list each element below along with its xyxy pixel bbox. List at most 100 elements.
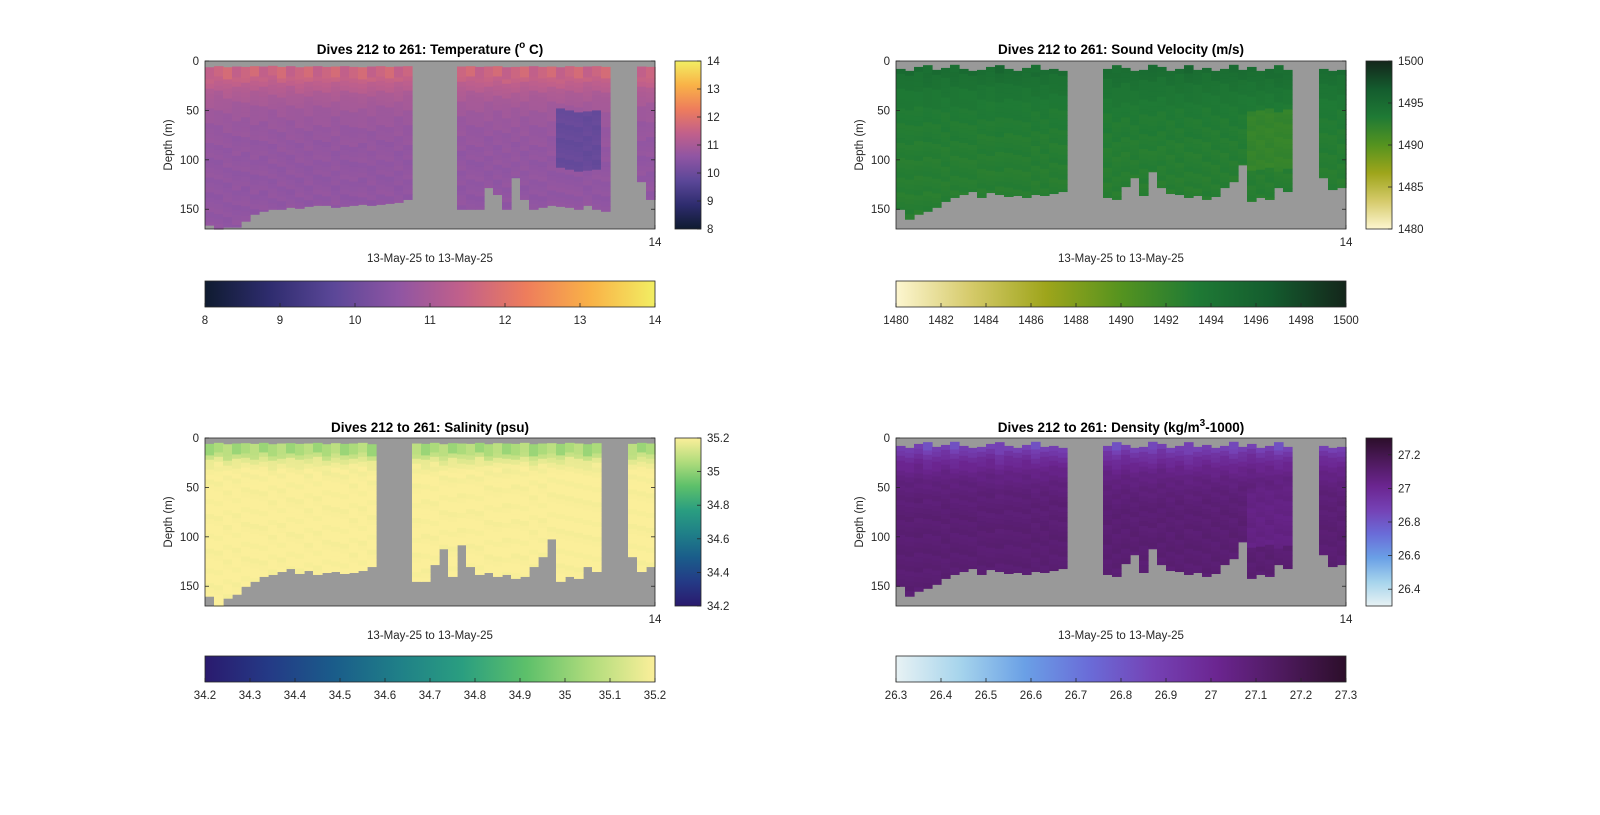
data-cell <box>241 522 251 528</box>
data-cell <box>358 177 368 184</box>
data-cell <box>502 187 512 194</box>
data-cell <box>304 175 314 182</box>
data-cell <box>313 110 323 116</box>
data-cell <box>286 551 296 558</box>
data-cell <box>1157 458 1167 465</box>
data-cell <box>502 463 512 470</box>
data-cell <box>896 68 906 75</box>
data-cell <box>1121 538 1131 545</box>
data-cell <box>376 149 386 156</box>
data-cell <box>223 167 233 174</box>
data-cell <box>986 493 996 499</box>
data-cell <box>1040 94 1050 101</box>
data-cell <box>358 501 368 507</box>
data-cell <box>286 194 296 200</box>
data-cell <box>259 200 269 206</box>
data-cell <box>1283 486 1293 492</box>
surface-cell <box>538 443 548 455</box>
data-cell <box>601 97 611 104</box>
data-cell <box>950 557 960 564</box>
data-cell <box>313 184 323 191</box>
data-cell <box>1283 496 1293 502</box>
data-cell <box>367 81 377 88</box>
data-cell <box>556 83 566 90</box>
data-cell <box>968 100 978 107</box>
data-cell <box>205 123 215 129</box>
data-cell <box>385 156 395 163</box>
data-cell <box>1013 497 1023 503</box>
data-cell <box>1175 539 1185 546</box>
data-cell <box>1004 68 1014 75</box>
data-cell <box>932 481 942 488</box>
data-cell <box>241 482 251 489</box>
data-cell <box>511 474 521 481</box>
data-cell <box>214 115 224 121</box>
data-cell <box>959 113 969 119</box>
data-cell <box>340 528 350 535</box>
data-cell <box>950 522 960 529</box>
data-cell <box>556 78 566 85</box>
data-cell <box>268 134 278 140</box>
data-cell <box>905 149 915 156</box>
data-cell <box>1184 514 1194 520</box>
data-cell <box>1184 82 1194 89</box>
data-cell <box>583 81 593 88</box>
data-cell <box>986 532 996 539</box>
data-cell <box>268 84 278 91</box>
data-cell <box>959 564 969 571</box>
data-cell <box>1184 181 1194 188</box>
data-cell <box>412 498 422 504</box>
data-cell <box>914 542 924 549</box>
data-cell <box>241 216 251 222</box>
data-cell <box>439 544 449 550</box>
data-cell <box>358 516 368 522</box>
data-cell <box>358 476 368 483</box>
data-cell <box>511 161 521 168</box>
data-cell <box>1121 107 1131 113</box>
data-cell <box>896 470 906 477</box>
data-cell <box>1148 150 1158 157</box>
data-cell <box>905 145 915 151</box>
data-cell <box>295 509 305 515</box>
data-cell <box>574 122 584 128</box>
data-cell <box>1256 174 1266 181</box>
data-cell <box>268 534 278 541</box>
data-cell <box>466 519 476 525</box>
data-cell <box>896 167 906 174</box>
data-cell <box>430 471 440 478</box>
data-cell <box>1058 507 1068 513</box>
data-cell <box>1022 514 1032 520</box>
data-cell <box>1121 77 1131 84</box>
data-cell <box>493 105 503 112</box>
data-cell <box>968 120 978 126</box>
data-cell <box>457 508 467 514</box>
colorbar-bottom-tick-label: 27 <box>1205 690 1218 702</box>
data-cell <box>493 517 503 523</box>
data-cell <box>1031 522 1041 529</box>
data-cell <box>977 476 987 483</box>
data-cell <box>1049 554 1059 561</box>
data-cell <box>250 573 260 579</box>
data-cell <box>358 560 368 567</box>
data-cell <box>259 466 269 473</box>
data-cell <box>313 476 323 483</box>
data-cell <box>385 176 395 183</box>
data-cell <box>986 478 996 485</box>
data-cell <box>241 102 251 109</box>
data-cell <box>1112 509 1122 515</box>
data-cell <box>529 154 539 161</box>
surface-cell <box>286 66 296 77</box>
data-cell <box>394 150 404 157</box>
data-cell <box>1040 193 1050 196</box>
data-cell <box>241 472 251 479</box>
data-cell <box>538 196 548 202</box>
data-cell <box>277 122 287 128</box>
data-cell <box>322 495 332 501</box>
data-cell <box>1175 445 1185 452</box>
data-cell <box>1319 460 1329 467</box>
data-cell <box>493 502 503 508</box>
data-cell <box>313 120 323 126</box>
data-cell <box>223 559 233 566</box>
data-cell <box>259 175 269 182</box>
data-cell <box>412 537 422 544</box>
